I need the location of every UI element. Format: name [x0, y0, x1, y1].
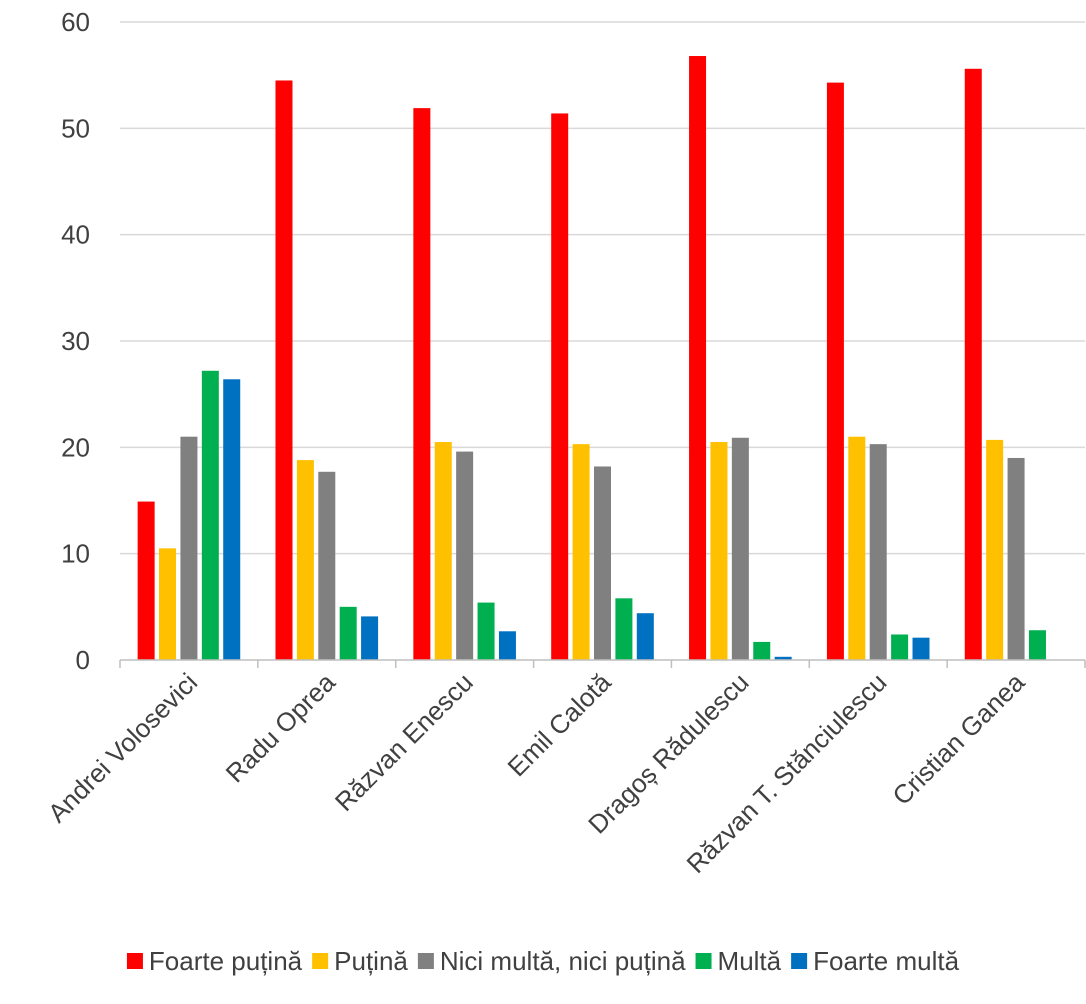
y-axis-tick-labels: 0 10 20 30 40 50 60	[61, 7, 90, 675]
bar	[731, 437, 749, 660]
bar	[339, 606, 357, 660]
y-tick-label: 30	[61, 326, 90, 356]
bar	[477, 602, 495, 660]
bar	[986, 439, 1004, 660]
bar	[296, 460, 314, 660]
bar	[456, 451, 474, 660]
y-tick-label: 40	[61, 220, 90, 250]
legend-swatch	[791, 953, 808, 969]
legend-label: Nici multă, nici puțină	[440, 946, 686, 976]
bar	[869, 444, 887, 660]
bar	[413, 108, 431, 660]
bar	[318, 471, 336, 660]
bar	[223, 379, 241, 660]
bar	[912, 637, 930, 660]
legend-label: Foarte puțină	[149, 946, 303, 976]
x-category-label: Andrei Volosevici	[42, 667, 203, 828]
y-tick-label: 20	[61, 432, 90, 462]
legend-swatch	[312, 953, 329, 969]
bar	[689, 56, 707, 660]
legend-item: Puțină	[312, 946, 408, 976]
y-tick-label: 50	[61, 113, 90, 143]
legend-label: Multă	[718, 946, 782, 976]
y-tick-label: 10	[61, 539, 90, 569]
bar	[361, 616, 379, 660]
bar	[1007, 457, 1025, 660]
x-category-label: Răzvan Enescu	[329, 667, 479, 817]
bar	[891, 634, 909, 660]
bar	[551, 113, 569, 661]
bar	[753, 641, 771, 660]
legend-swatch	[695, 953, 712, 969]
legend-item: Foarte puțină	[126, 946, 303, 976]
bar	[710, 442, 728, 660]
legend: Foarte puțină Puțină Nici multă, nici puți…	[126, 946, 960, 976]
bar	[572, 444, 590, 660]
legend-swatch	[417, 953, 434, 969]
bar	[159, 548, 177, 660]
bar	[275, 80, 293, 660]
x-axis	[119, 659, 1086, 668]
y-tick-label: 60	[61, 7, 90, 37]
bar	[774, 656, 792, 660]
bar	[498, 631, 516, 660]
y-tick-label: 0	[76, 645, 90, 675]
bars	[137, 56, 1046, 661]
bar	[636, 613, 654, 660]
legend-swatch	[126, 953, 143, 969]
bar	[826, 82, 844, 661]
legend-label: Puțină	[334, 946, 408, 976]
bar	[180, 436, 198, 660]
x-category-label: Cristian Ganea	[886, 667, 1030, 811]
bar	[1028, 630, 1046, 660]
legend-item: Foarte multă	[791, 946, 960, 976]
legend-item: Multă	[695, 946, 782, 976]
x-category-label: Emil Calotă	[502, 667, 618, 783]
bar	[848, 436, 866, 660]
x-category-label: Radu Oprea	[220, 667, 342, 789]
bar	[964, 68, 982, 660]
bar	[137, 501, 155, 660]
legend-label: Foarte multă	[813, 946, 959, 976]
bar	[615, 598, 633, 660]
bar	[434, 442, 452, 660]
bar	[594, 466, 611, 660]
bar	[201, 370, 219, 660]
legend-item: Nici multă, nici puțină	[417, 946, 686, 976]
